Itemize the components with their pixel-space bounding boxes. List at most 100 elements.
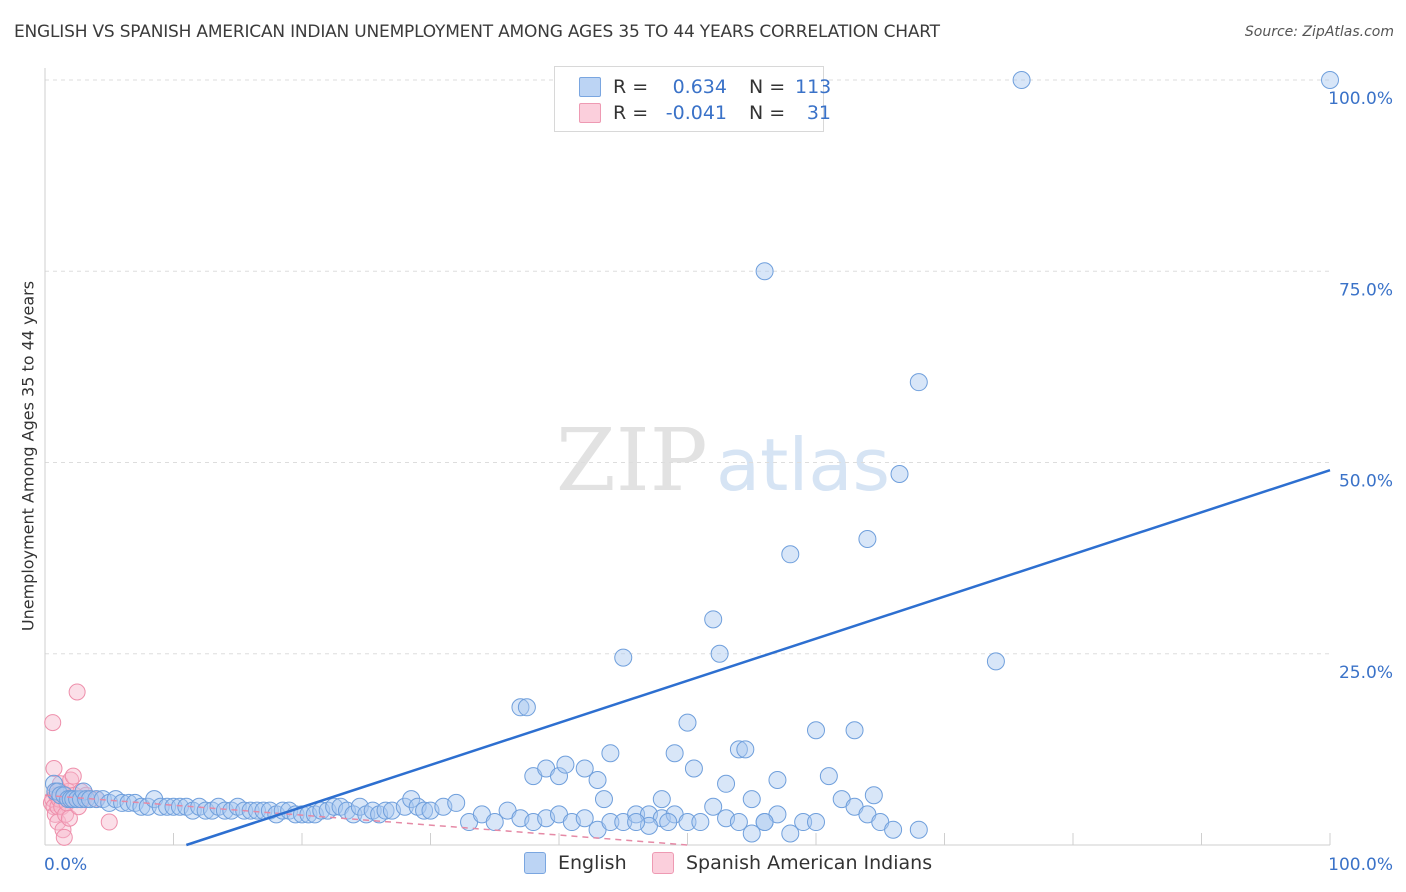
y-tick-label: 75.0% [1339,280,1393,300]
spanish-trend-line [44,794,688,846]
english-point [909,373,928,392]
english-trend-line [185,468,1331,847]
english-point [781,824,800,843]
english-r-label: R = [613,76,649,98]
english-point [665,744,684,763]
english-point [729,740,748,759]
spanish-n-label: N = [749,102,786,124]
english-point [819,767,838,786]
english-point [884,820,903,839]
source-label: Source: ZipAtlas.com [1244,24,1394,40]
spanish-point [60,809,78,827]
english-point [691,813,710,832]
english-point [248,801,267,820]
english-point [614,648,633,667]
english-point [1321,71,1339,89]
english-point [890,464,909,483]
english-point [447,793,466,812]
watermark-atlas: atlas [716,423,890,507]
english-point [550,767,568,786]
english-n-value: 113 [795,76,832,98]
english-legend-label: English [558,852,627,874]
english-point [241,801,260,820]
english-point [736,740,755,759]
english-swatch [579,77,601,97]
english-point [601,744,620,763]
spanish-r-label: R = [613,102,649,124]
spanish-legend-label: Spanish American Indians [686,852,933,874]
english-legend-swatch [524,852,546,874]
correlation-legend: R = 0.634 N = 113 R = -0.041 N = 31 [554,66,831,132]
english-point [395,797,414,816]
english-point [575,809,594,828]
english-point [113,793,132,812]
spanish-point [45,760,63,777]
x-tick-label-max: 100.0% [1328,855,1393,875]
english-series [44,71,1339,843]
english-point [768,770,787,789]
english-r-value: 0.634 [672,76,727,98]
english-point [415,801,434,820]
spanish-series [42,683,118,846]
english-point [601,813,620,832]
english-point [755,262,774,281]
english-point [138,797,157,816]
english-point [704,610,723,629]
legend-row-english: R = 0.634 N = 113 [579,75,831,99]
x-tick-label-min: 0.0% [44,855,87,875]
english-point [858,530,877,548]
english-point [909,820,928,839]
legend-row-spanish: R = -0.041 N = 31 [579,101,831,125]
spanish-point [68,683,86,701]
english-point [376,801,395,820]
watermark-zip: ZIP [556,411,708,511]
english-point [344,805,363,824]
watermark: ZIP atlas [556,411,890,511]
english-point [511,698,530,717]
english-point [556,755,575,774]
english-point [652,790,671,809]
axes [44,68,1330,846]
english-point [678,713,697,732]
chart-title: ENGLISH VS SPANISH AMERICAN INDIAN UNEMP… [14,22,940,42]
english-point [742,824,761,843]
english-point [627,813,646,832]
y-tick-label: 100.0% [1328,89,1393,109]
english-point [755,813,774,832]
english-point [864,786,883,805]
english-point [517,698,536,717]
spanish-point [64,767,82,785]
spanish-n-value: 31 [806,102,831,124]
spanish-r-value: -0.041 [665,102,727,124]
english-point [158,797,177,816]
bottom-legend-english: English [524,852,627,874]
y-tick-label: 50.0% [1339,472,1393,492]
english-point [807,813,825,832]
tick-labels: 25.0% 50.0% 75.0% 100.0% 0.0% 100.0% [44,89,1393,875]
english-point [807,721,825,740]
english-point [575,759,594,778]
english-point [594,790,613,809]
y-tick-label: 25.0% [1339,663,1393,683]
english-point [704,797,723,816]
english-point [402,790,421,809]
english-point [845,721,864,740]
spanish-legend-swatch [652,852,674,874]
english-point [684,759,703,778]
english-point [678,813,697,832]
english-point [151,797,170,816]
english-point [710,644,729,663]
english-point [781,545,800,564]
spanish-point [44,714,62,732]
english-point [742,790,761,809]
english-point [729,813,748,832]
english-point [659,813,678,832]
bottom-legend-spanish: Spanish American Indians [652,852,932,874]
english-n-label: N = [749,76,786,98]
english-point [717,774,736,793]
english-point [164,797,183,816]
english-point [1012,71,1031,89]
spanish-point [55,828,73,846]
spanish-swatch [579,103,601,123]
